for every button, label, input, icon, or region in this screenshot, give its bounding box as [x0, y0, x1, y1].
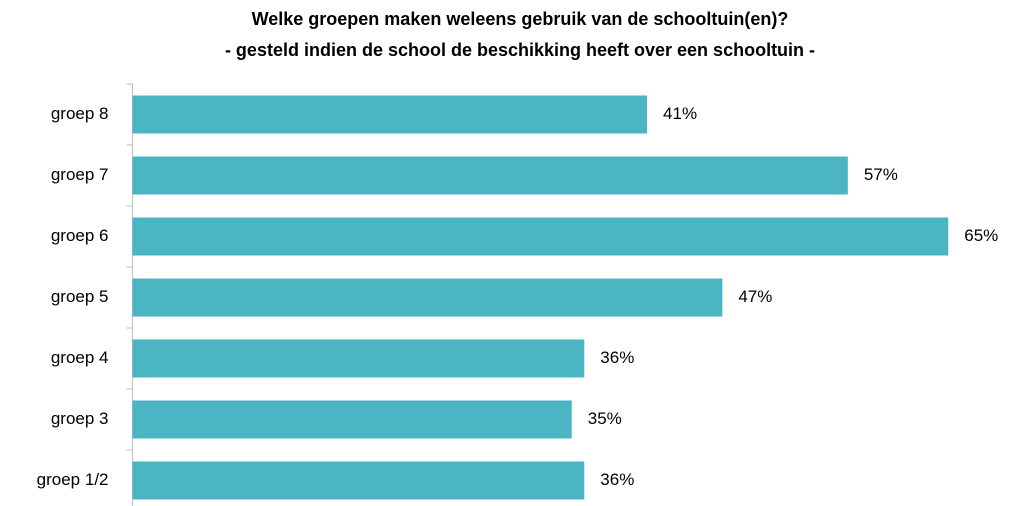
data-label: 36%: [600, 470, 634, 489]
data-label: 65%: [964, 226, 998, 245]
chart-subtitle: - gesteld indien de school de beschikkin…: [225, 40, 815, 60]
y-tick-label: groep 5: [51, 287, 109, 306]
y-tick-label: groep 8: [51, 104, 109, 123]
chart-title: Welke groepen maken weleens gebruik van …: [252, 9, 789, 29]
data-label: 36%: [600, 348, 634, 367]
data-label: 47%: [738, 287, 772, 306]
bar: [132, 339, 585, 378]
data-label: 41%: [663, 104, 697, 123]
bar: [132, 461, 585, 500]
y-tick-label: groep 6: [51, 226, 109, 245]
y-tick-label: groep 3: [51, 409, 109, 428]
bar: [132, 217, 949, 256]
bar: [132, 95, 648, 134]
bar: [132, 278, 723, 317]
data-label: 35%: [588, 409, 622, 428]
data-label: 57%: [864, 165, 898, 184]
y-tick-label: groep 1/2: [37, 470, 109, 489]
y-tick-label: groep 7: [51, 165, 109, 184]
bar: [132, 400, 572, 439]
y-tick-label: groep 4: [51, 348, 109, 367]
bar: [132, 156, 848, 195]
